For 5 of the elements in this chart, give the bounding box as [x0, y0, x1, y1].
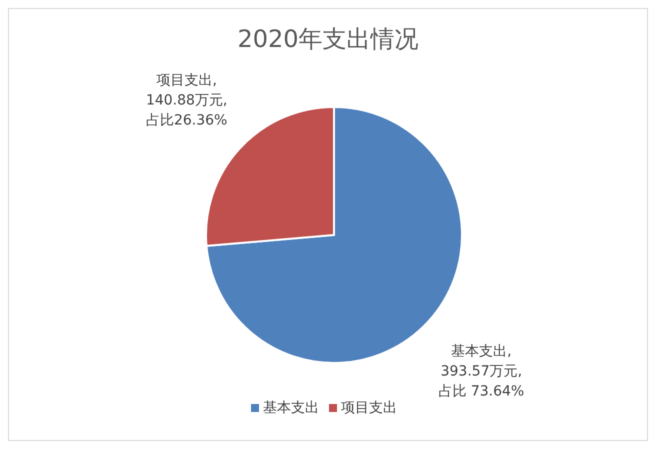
chart-title: 2020年支出情况 [236, 24, 420, 55]
legend-label: 基本支出 [263, 400, 319, 416]
data-label: 项目支出,140.88万元,占比26.36% [146, 72, 228, 129]
data-label: 基本支出,393.57万元,占比 73.64% [438, 343, 524, 400]
legend-label: 项目支出 [341, 400, 397, 416]
